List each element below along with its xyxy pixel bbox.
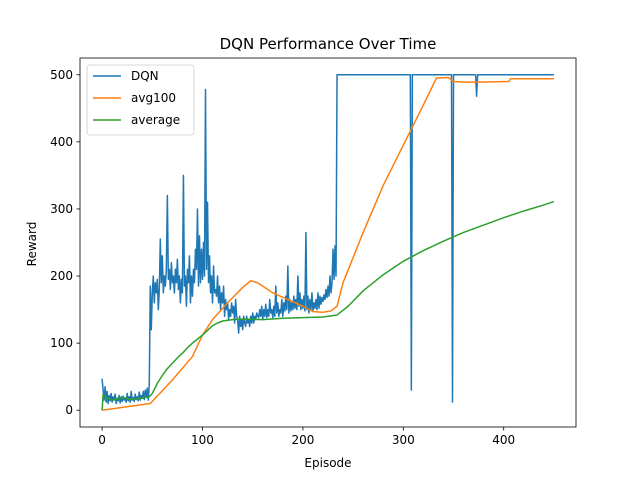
axes-frame (79, 57, 577, 428)
y-tick-label: 100 (50, 336, 73, 350)
y-tick-label: 0 (65, 403, 73, 417)
x-tick-label: 100 (191, 433, 214, 447)
series-line-dqn (101, 74, 554, 405)
y-tick-label: 500 (50, 68, 73, 82)
x-axis-label: Episode (304, 456, 351, 470)
x-tick-label: 300 (392, 433, 415, 447)
y-tick-label: 300 (50, 202, 73, 216)
series-line-average (101, 200, 555, 411)
legend-label-average: average (131, 113, 180, 127)
x-tick-label: 400 (492, 433, 515, 447)
y-axis-label: Reward (25, 222, 39, 267)
x-tick-label: 200 (291, 433, 314, 447)
chart-title: DQN Performance Over Time (220, 35, 437, 53)
x-tick-label: 0 (98, 433, 106, 447)
y-tick-label: 200 (50, 269, 73, 283)
legend-label-dqn: DQN (131, 69, 159, 83)
legend-label-avg100: avg100 (131, 91, 176, 105)
series-line-avg100 (101, 76, 554, 411)
legend-box (86, 64, 195, 136)
y-tick-label: 400 (50, 135, 73, 149)
axis-ticks: 0 100 200 300 400 0 100 200 300 400 500 (50, 68, 515, 447)
legend: DQN avg100 average (86, 64, 195, 136)
plot-area (79, 57, 577, 428)
